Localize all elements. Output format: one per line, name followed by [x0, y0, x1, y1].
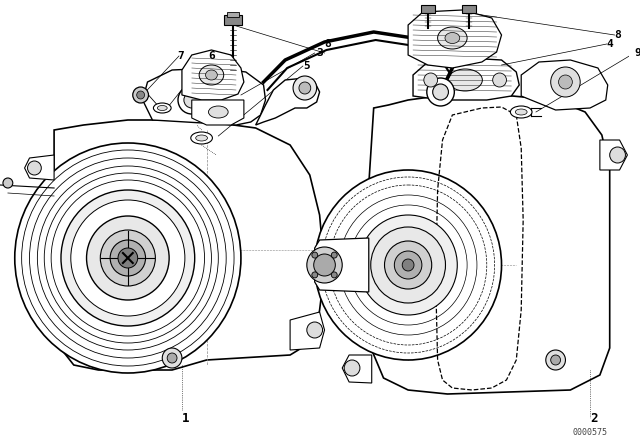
Ellipse shape: [154, 103, 171, 113]
Ellipse shape: [448, 69, 483, 91]
Circle shape: [28, 161, 42, 175]
Circle shape: [371, 227, 445, 303]
Circle shape: [546, 350, 566, 370]
Circle shape: [132, 87, 148, 103]
Ellipse shape: [157, 105, 167, 111]
Text: 3: 3: [317, 48, 323, 58]
Circle shape: [332, 252, 337, 258]
Text: 8: 8: [614, 30, 621, 40]
Text: 2: 2: [590, 412, 598, 425]
Circle shape: [359, 215, 458, 315]
Circle shape: [314, 254, 335, 276]
Text: 6: 6: [209, 51, 215, 61]
Ellipse shape: [515, 109, 527, 115]
Polygon shape: [182, 50, 244, 100]
Circle shape: [550, 67, 580, 97]
Polygon shape: [600, 140, 627, 170]
Polygon shape: [54, 120, 324, 370]
Ellipse shape: [205, 70, 218, 80]
Bar: [421, 5, 435, 13]
Circle shape: [424, 73, 438, 87]
Circle shape: [312, 272, 317, 278]
Circle shape: [184, 92, 200, 108]
Polygon shape: [408, 10, 502, 68]
Circle shape: [137, 91, 145, 99]
Circle shape: [344, 360, 360, 376]
Text: 0000575: 0000575: [573, 427, 608, 436]
Circle shape: [312, 252, 317, 258]
Circle shape: [315, 170, 502, 360]
Text: 9: 9: [634, 48, 640, 58]
Bar: [224, 15, 242, 25]
Polygon shape: [413, 58, 519, 100]
Circle shape: [307, 322, 323, 338]
Circle shape: [610, 147, 625, 163]
Circle shape: [15, 143, 241, 373]
Polygon shape: [24, 155, 54, 180]
Ellipse shape: [199, 65, 224, 85]
Polygon shape: [342, 355, 372, 383]
Polygon shape: [290, 312, 324, 350]
Ellipse shape: [209, 106, 228, 118]
Polygon shape: [192, 100, 244, 125]
Circle shape: [493, 73, 506, 87]
Circle shape: [559, 75, 572, 89]
Polygon shape: [143, 68, 266, 125]
Ellipse shape: [510, 106, 532, 118]
Circle shape: [427, 78, 454, 106]
Polygon shape: [315, 238, 369, 292]
Text: 1: 1: [182, 412, 189, 425]
Circle shape: [167, 353, 177, 363]
Circle shape: [332, 272, 337, 278]
Ellipse shape: [196, 135, 207, 141]
Circle shape: [3, 178, 13, 188]
Text: 8: 8: [324, 39, 332, 49]
Circle shape: [61, 190, 195, 326]
Polygon shape: [521, 60, 608, 110]
Circle shape: [307, 247, 342, 283]
Circle shape: [299, 82, 311, 94]
Ellipse shape: [438, 27, 467, 49]
Circle shape: [293, 76, 317, 100]
Circle shape: [402, 259, 414, 271]
Circle shape: [394, 251, 422, 279]
Text: 5: 5: [303, 61, 310, 71]
Polygon shape: [256, 78, 319, 125]
Circle shape: [71, 200, 185, 316]
Circle shape: [550, 355, 561, 365]
Circle shape: [178, 86, 205, 114]
Circle shape: [118, 248, 138, 268]
Circle shape: [100, 230, 156, 286]
Circle shape: [163, 348, 182, 368]
Bar: [227, 12, 239, 17]
Circle shape: [433, 84, 449, 100]
Ellipse shape: [445, 33, 460, 43]
Text: 7: 7: [177, 51, 184, 61]
Polygon shape: [366, 95, 610, 394]
Circle shape: [86, 216, 169, 300]
Ellipse shape: [191, 132, 212, 144]
Bar: [462, 5, 476, 13]
Circle shape: [385, 241, 432, 289]
Text: 4: 4: [607, 39, 614, 49]
Circle shape: [110, 240, 145, 276]
